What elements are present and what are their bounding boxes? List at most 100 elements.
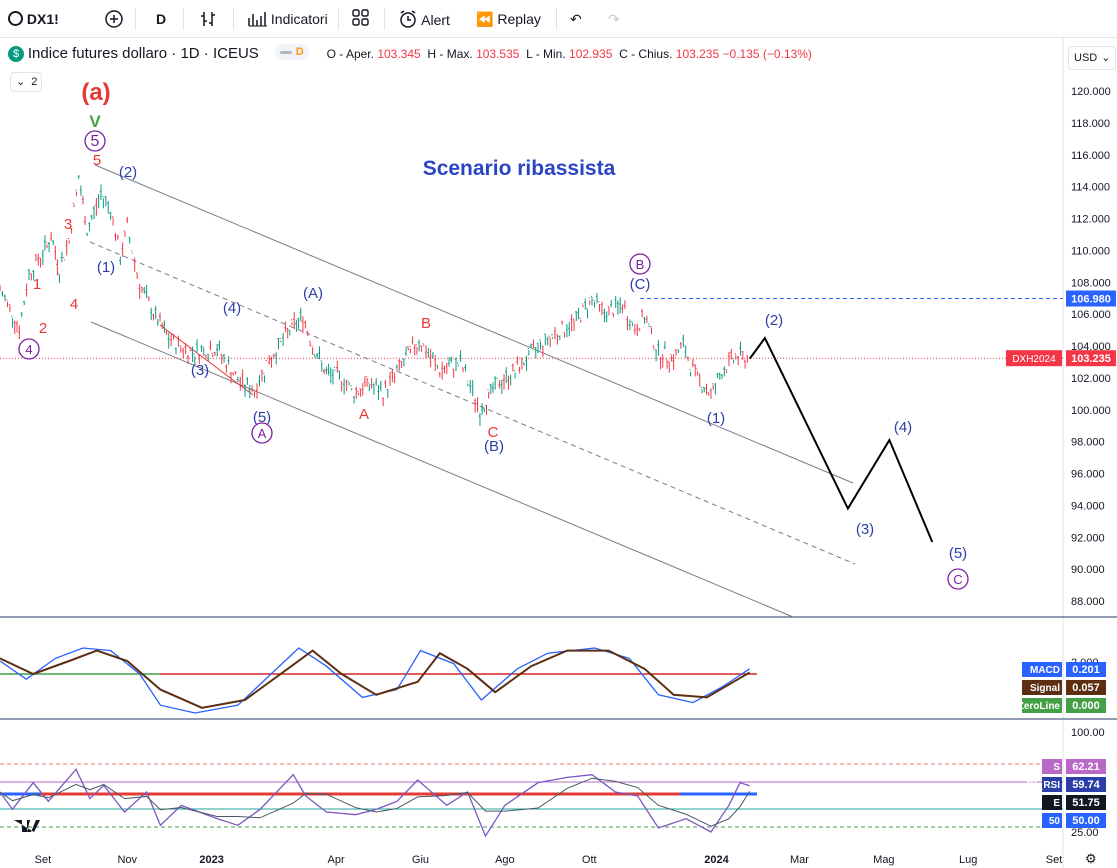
rsi-axis[interactable]: 100.00 25.00 (1071, 727, 1105, 839)
price-tick-label: 96.000 (1071, 469, 1105, 481)
wave-label: (1) (97, 259, 115, 276)
rsi-legend-label: E (1053, 798, 1060, 809)
wave-label: B (636, 257, 645, 272)
alert-label: Alert (421, 12, 450, 28)
time-tick-label: Lug (959, 854, 977, 866)
price-tick-label: 102.000 (1071, 373, 1111, 385)
rsi-value-label: 59.74 (1072, 779, 1100, 791)
time-tick-label: 2024 (704, 854, 729, 866)
price-tick-label: 94.000 (1071, 500, 1105, 512)
rewind-icon: ⏪ (476, 11, 494, 27)
wave-label: A (258, 426, 267, 441)
chart-canvas[interactable]: 120.000118.000116.000114.000112.000110.0… (0, 37, 1117, 868)
rsi-legend-label: S (1053, 762, 1060, 773)
settings-button[interactable]: ⚙ (1085, 851, 1097, 867)
price-axis[interactable]: 120.000 118.000 116.000 114.000 112.000 110.0… (1071, 86, 1111, 608)
macd-value-label: 0.201 (1072, 664, 1100, 676)
wave-labels[interactable]: (a)V5543214(2)(1)(3)(4)(5)A(A)ABC(B)B(C)… (18, 79, 969, 590)
search-icon (8, 11, 23, 26)
channel-drawings[interactable] (89, 164, 856, 618)
low-label: L - Min. (526, 47, 566, 61)
wave-label: (4) (223, 300, 241, 317)
wave-label: (2) (119, 164, 137, 181)
rsi-legend-tag (1042, 759, 1062, 774)
wave-label: (4) (894, 419, 912, 436)
wave-label: (B) (484, 438, 504, 455)
time-tick-label: Mar (790, 854, 809, 866)
change-value: −0.135 (−0.13%) (722, 47, 812, 61)
alert-button[interactable]: Alert (398, 9, 450, 29)
indicators-label: Indicatori (270, 11, 328, 27)
projection-path[interactable] (748, 336, 934, 543)
wave-label: (5) (949, 545, 967, 562)
macd-value-tag (1066, 698, 1106, 713)
projection-line (748, 336, 934, 543)
time-tick-label: 2023 (199, 854, 223, 866)
time-axis[interactable]: Set Nov 2023 Apr Giu Ago Ott 2024 Mar Mag Lug Set (35, 854, 1063, 866)
level-price-label: 106.980 (1071, 294, 1111, 306)
gear-icon: ⚙ (1085, 851, 1097, 866)
price-tick-label: 90.000 (1071, 564, 1105, 576)
time-tick-label: Nov (117, 854, 137, 866)
rsi-legend-label: 50 (1049, 816, 1061, 827)
rsi-value-tag (1066, 795, 1106, 810)
wave-label: (A) (303, 285, 323, 302)
wave-label: (3) (191, 362, 209, 379)
high-label: H - Max. (427, 47, 473, 61)
wave-circle (251, 422, 273, 444)
rsi-legend-label: JK_RSI (1025, 780, 1060, 791)
wave-label: 5 (91, 133, 100, 150)
symbol-label: DX1! (26, 11, 59, 27)
wave-label: V (89, 112, 101, 131)
compare-button[interactable] (104, 9, 124, 29)
redo-button[interactable]: ↷ (608, 9, 620, 29)
replay-button[interactable]: ⏪ Replay (476, 9, 541, 29)
chart-type-button[interactable] (199, 9, 219, 29)
rsi-pane (0, 763, 1063, 828)
price-tick-label: 104.000 (1071, 341, 1111, 353)
badge: D (274, 44, 309, 60)
rsi-value-tag (1066, 777, 1106, 792)
layouts-button[interactable] (352, 9, 370, 29)
rsi-legend-tag (1042, 777, 1062, 792)
wave-label: (3) (856, 521, 874, 538)
series-title[interactable]: Indice futures dollaro · 1D · ICEUS (27, 45, 259, 62)
price-tick-label: 118.000 (1071, 118, 1110, 130)
macd-legend-label: MACD (1030, 665, 1060, 676)
collapse-legend-button[interactable]: ⌄ 2 (10, 72, 42, 92)
currency-button[interactable]: USD ⌄ (1068, 46, 1116, 70)
macd-legend-tag (1022, 698, 1062, 713)
candles-icon (201, 12, 215, 26)
level-line-106980[interactable]: 106.980 (640, 290, 1116, 307)
last-price-label: 103.235 (1071, 353, 1111, 365)
rsi-legend-tag (1042, 813, 1062, 828)
rsi-legend-tag (1042, 795, 1062, 810)
symbol-search[interactable]: DX1! (8, 9, 59, 29)
undo-icon: ↶ (570, 11, 582, 27)
wave-label: 1 (33, 276, 41, 293)
time-tick-label: Giu (412, 854, 429, 866)
indicators-button[interactable]: Indicatori (247, 9, 328, 29)
time-tick-label: Ott (582, 854, 597, 866)
scenario-title[interactable]: Scenario ribassista (423, 157, 616, 180)
time-tick-label: Set (35, 854, 52, 866)
macd-legend-tag (1022, 662, 1062, 677)
wave-label: 4 (70, 296, 78, 313)
wave-circle (18, 338, 40, 360)
interval-button[interactable]: D (156, 11, 167, 27)
wave-label: C (488, 424, 499, 441)
price-tick-label: 98.000 (1071, 437, 1105, 449)
wave-label: 3 (64, 216, 72, 233)
rsi-smooth-line (0, 777, 751, 827)
macd-legend-label: Signal (1030, 683, 1060, 694)
wave-label: 5 (93, 152, 101, 169)
toolbar: DX1! D Indicatori Alert ⏪ Replay ↶ ↷ (0, 0, 1117, 38)
wave-circle (629, 253, 651, 275)
macd-value-tag (1066, 680, 1106, 695)
wave-label: A (359, 406, 369, 423)
wave-circle (947, 568, 969, 590)
macd-legend-label: ZeroLine (1018, 701, 1061, 712)
contract-label: DXH2024 (1012, 354, 1056, 365)
chevron-down-icon: ⌄ (16, 76, 26, 88)
undo-button[interactable]: ↶ (570, 9, 582, 29)
